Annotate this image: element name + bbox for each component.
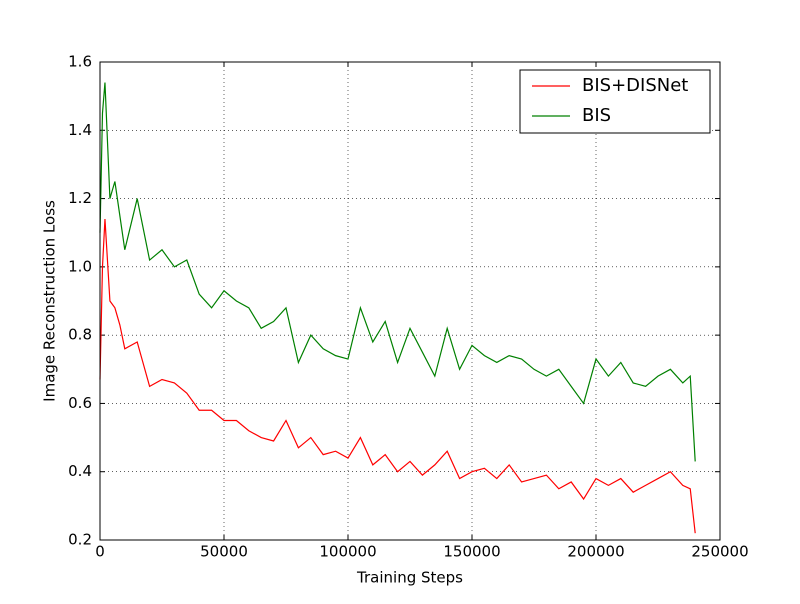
series-line: [99, 82, 696, 462]
legend-label: BIS: [582, 105, 611, 126]
y-tick-label: 0.4: [68, 462, 92, 480]
y-tick-label: 1.2: [68, 189, 92, 207]
legend-box: [519, 69, 711, 134]
x-tick-label: 200000: [567, 543, 624, 561]
x-tick-label: 0: [95, 543, 105, 561]
y-tick-label: 0.6: [68, 394, 92, 412]
series-line: [99, 219, 696, 534]
y-tick-label: 1.4: [68, 121, 92, 139]
x-tick-label: 100000: [319, 543, 376, 561]
x-axis-label: Training Steps: [356, 569, 463, 587]
y-axis-label: Image Reconstruction Loss: [41, 200, 59, 402]
x-tick-label: 250000: [691, 543, 748, 561]
y-tick-label: 0.8: [68, 326, 92, 344]
plot-frame: [99, 61, 721, 541]
y-tick-label: 0.2: [68, 531, 92, 549]
y-tick-label: 1.0: [68, 257, 92, 275]
legend-label: BIS+DISNet: [582, 75, 688, 96]
x-tick-label: 150000: [443, 543, 500, 561]
y-tick-label: 1.6: [68, 53, 92, 71]
x-tick-label: 50000: [200, 543, 248, 561]
